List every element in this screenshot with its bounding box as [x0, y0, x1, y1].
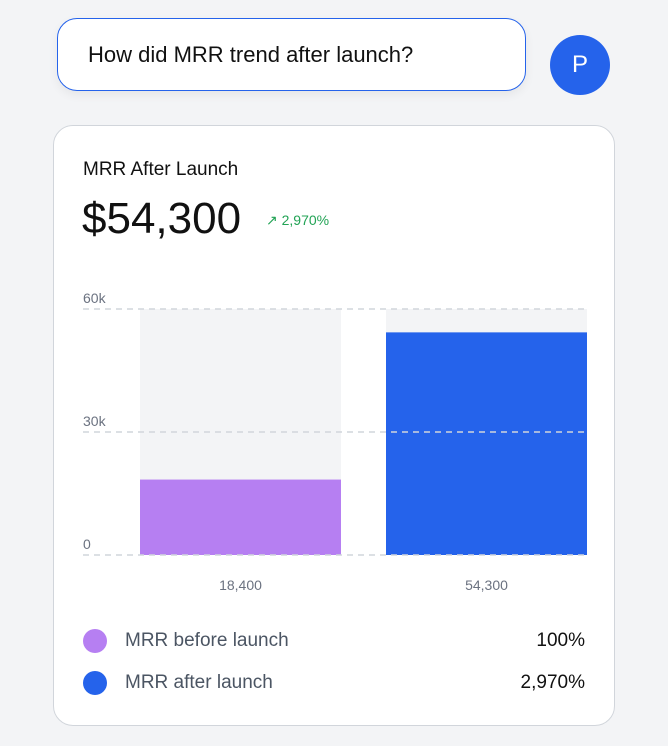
legend-value: 2,970% [520, 672, 585, 693]
change-value: 2,970% [281, 212, 330, 228]
headline-value: $54,300 [82, 194, 242, 243]
prompt-text: How did MRR trend after launch? [88, 41, 414, 67]
bar [140, 479, 341, 555]
x-tick-label: 54,300 [465, 577, 508, 593]
y-tick-label: 60k [83, 290, 107, 306]
legend-item: MRR after launch 2,970% [83, 671, 585, 695]
bar-chart: 18,400 54,300 0 30k 60k [83, 290, 587, 593]
y-tick-label: 30k [83, 413, 107, 429]
x-tick-label: 18,400 [219, 577, 262, 593]
legend-item: MRR before launch 100% [83, 629, 585, 653]
prompt-bubble[interactable]: How did MRR trend after launch? [57, 18, 526, 91]
arrow-up-right-icon: ↗ [266, 212, 278, 228]
change-badge: ↗ 2,970% [266, 212, 329, 229]
legend-label: MRR after launch [125, 672, 273, 693]
bar [386, 332, 587, 555]
avatar[interactable]: P [550, 35, 610, 95]
chart-card: MRR After Launch $54,300 ↗ 2,970% 18,400… [53, 125, 615, 726]
legend-dot [83, 629, 107, 653]
legend-dot [83, 671, 107, 695]
chart-title: MRR After Launch [83, 159, 239, 180]
legend-label: MRR before launch [125, 630, 289, 651]
y-tick-label: 0 [83, 536, 91, 552]
legend-value: 100% [536, 630, 585, 651]
